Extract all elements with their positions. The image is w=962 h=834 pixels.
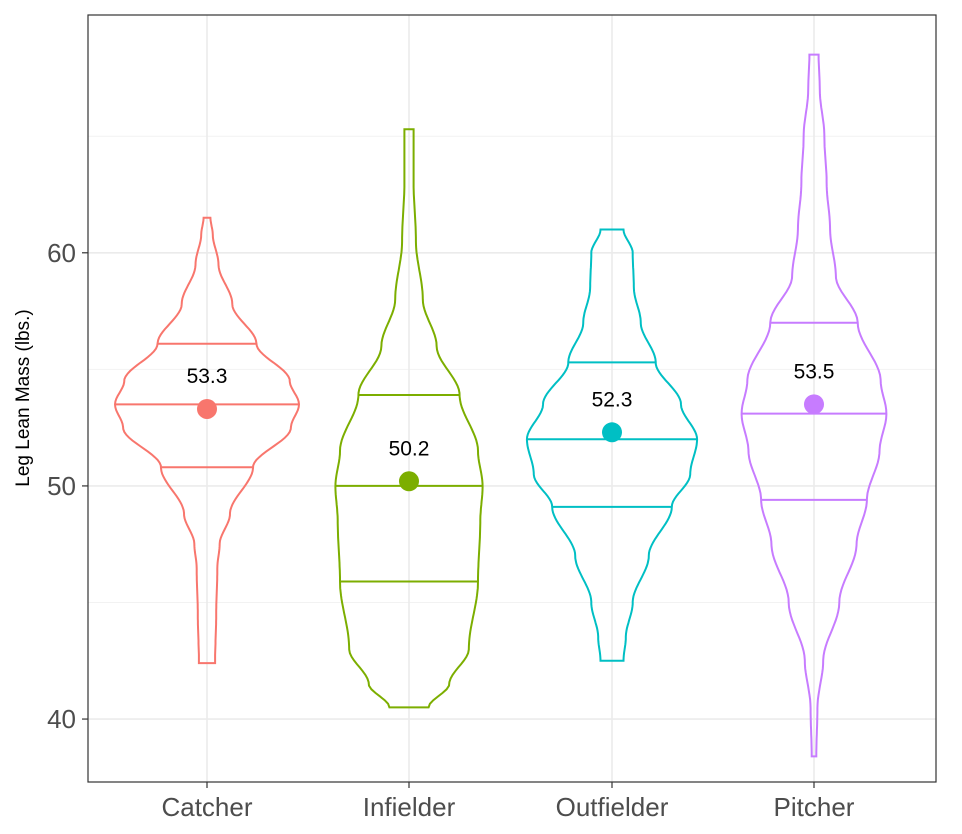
y-tick-label: 40 [47, 704, 76, 734]
violin-outline [334, 128, 484, 709]
y-axis-title: Leg Lean Mass (lbs.) [13, 309, 34, 486]
x-tick-label: Catcher [161, 792, 252, 822]
mean-label: 53.5 [794, 360, 835, 383]
panel-border [87, 14, 937, 783]
violin-outline [113, 216, 301, 665]
mean-label: 52.3 [592, 388, 633, 411]
violin-catcher: 53.3 [113, 216, 301, 665]
mean-point [399, 471, 419, 492]
mean-point [197, 398, 217, 419]
mean-point [602, 422, 622, 443]
violins: 53.3 50.2 52.3 53.5 [113, 53, 888, 758]
violin-outfielder: 52.3 [525, 228, 699, 662]
x-tick-label: Pitcher [774, 792, 855, 822]
x-tick-label: Outfielder [556, 792, 669, 822]
axes: 40 50 60 Catcher Infielder Outfielder Pitcher [47, 238, 855, 822]
violin-outline [525, 228, 699, 662]
mean-label: 53.3 [187, 365, 228, 388]
y-tick-label: 60 [47, 238, 76, 268]
mean-label: 50.2 [389, 437, 430, 460]
mean-point [804, 394, 824, 415]
y-tick-label: 50 [47, 471, 76, 501]
x-tick-label: Infielder [363, 792, 456, 822]
violin-pitcher: 53.5 [740, 53, 888, 758]
violin-outline [740, 53, 888, 758]
violin-infielder: 50.2 [334, 128, 484, 709]
